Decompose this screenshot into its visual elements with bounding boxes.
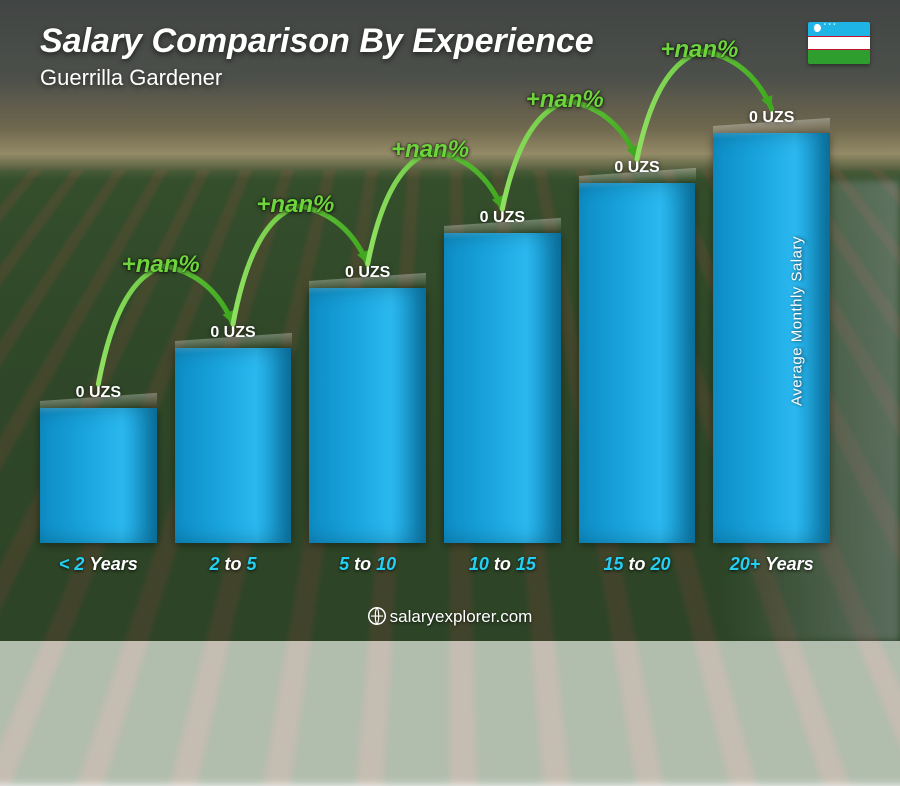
- x-axis-label: 2 to 5: [175, 554, 292, 575]
- bar-group: 0 UZS: [40, 384, 157, 543]
- bar-front-face: [444, 233, 561, 543]
- flag-stripe-green: [808, 50, 870, 64]
- x-axis-labels: < 2 Years 2 to 5 5 to 10 10 to 15 15 to 20 20…: [40, 554, 830, 575]
- chart-area: 0 UZS0 UZS0 UZS0 UZS0 UZS0 UZS < 2 Years…: [40, 110, 830, 571]
- flag-stripe-white: [808, 36, 870, 50]
- salary-explorer-icon: [368, 607, 386, 625]
- y-axis-label: Average Monthly Salary: [789, 236, 806, 406]
- bar-front-face: [40, 408, 157, 543]
- x-axis-label: 5 to 10: [309, 554, 426, 575]
- bar-group: 0 UZS: [713, 109, 830, 543]
- bar-front-face: [175, 348, 292, 543]
- x-axis-label: 10 to 15: [444, 554, 561, 575]
- bar-front-face: [713, 133, 830, 543]
- footer-text: salaryexplorer.com: [390, 607, 533, 626]
- bar-group: 0 UZS: [579, 159, 696, 543]
- bar: [444, 233, 561, 543]
- chart-title: Salary Comparison By Experience: [40, 22, 860, 61]
- bar-front-face: [309, 288, 426, 543]
- bar-group: 0 UZS: [175, 324, 292, 543]
- x-axis-label: 15 to 20: [579, 554, 696, 575]
- x-axis-label: < 2 Years: [40, 554, 157, 575]
- bar: [40, 408, 157, 543]
- bar: [309, 288, 426, 543]
- bar: [175, 348, 292, 543]
- bar: [713, 133, 830, 543]
- bar-row: 0 UZS0 UZS0 UZS0 UZS0 UZS0 UZS: [40, 110, 830, 543]
- country-flag-uzbekistan: [808, 22, 870, 64]
- chart-container: Salary Comparison By Experience Guerrill…: [0, 0, 900, 641]
- footer: salaryexplorer.com: [0, 607, 900, 627]
- bar-front-face: [579, 183, 696, 543]
- bar: [579, 183, 696, 543]
- x-axis-label: 20+ Years: [713, 554, 830, 575]
- flag-stripe-blue: [808, 22, 870, 36]
- chart-subtitle: Guerrilla Gardener: [40, 65, 860, 91]
- bar-group: 0 UZS: [309, 264, 426, 543]
- bar-group: 0 UZS: [444, 209, 561, 543]
